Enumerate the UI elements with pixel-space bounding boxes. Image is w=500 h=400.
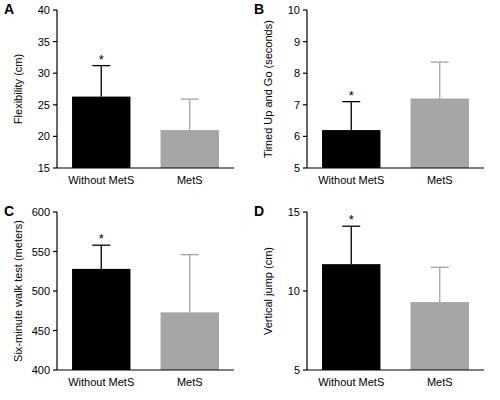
y-tick (303, 9, 307, 10)
y-tick (303, 73, 307, 74)
y-axis-label: Vertical jump (cm) (262, 247, 274, 335)
x-tick-label: Without MetS (318, 174, 384, 186)
panel: A Flexibility (cm) 15 20 25 30 35 40 Without Met… (4, 1, 234, 186)
bar (72, 97, 130, 168)
y-tick-label: 5 (294, 364, 300, 376)
y-tick-label: 500 (32, 285, 50, 297)
y-tick (53, 211, 57, 212)
error-bar (181, 99, 199, 130)
panel-title: C (4, 203, 14, 219)
significance-mark: * (99, 52, 104, 67)
error-bar (431, 267, 449, 302)
panel-title: D (254, 203, 264, 219)
y-axis-label: Flexibility (cm) (12, 54, 24, 124)
plot-area (322, 226, 469, 370)
y-tick-label: 35 (38, 36, 50, 48)
y-tick (303, 369, 307, 370)
y-axis (56, 10, 57, 168)
error-bar (431, 62, 449, 98)
y-tick (53, 290, 57, 291)
y-tick-label: 550 (32, 246, 50, 258)
bar (411, 98, 469, 168)
x-axis (307, 167, 484, 168)
x-tick-label: MetS (427, 376, 453, 388)
y-tick-label: 600 (32, 206, 50, 218)
y-tick (303, 167, 307, 168)
y-tick-label: 9 (294, 36, 300, 48)
significance-mark: * (99, 231, 104, 246)
panel: CSix-minute walk test (meters) 400 450 500 5… (4, 203, 234, 388)
y-tick (303, 290, 307, 291)
y-tick (53, 104, 57, 105)
panel: B Timed Up and Go (seconds) 5 6 7 8 9 10 Without… (254, 1, 484, 186)
y-axis-label: Six-minute walk test (meters) (12, 220, 24, 362)
y-tick-label: 7 (294, 99, 300, 111)
y-tick (53, 369, 57, 370)
x-tick-label: Without MetS (68, 174, 134, 186)
significance-mark: * (349, 88, 354, 103)
y-tick-label: 15 (288, 206, 300, 218)
y-tick (53, 330, 57, 331)
panel-title: B (254, 1, 264, 17)
y-tick-label: 20 (38, 130, 50, 142)
x-tick-label: Without MetS (68, 376, 134, 388)
y-tick-label: 25 (38, 99, 50, 111)
error-bar (342, 102, 360, 130)
y-tick-label: 40 (38, 4, 50, 16)
y-tick (303, 136, 307, 137)
y-tick (303, 104, 307, 105)
y-tick (53, 73, 57, 74)
bar (161, 312, 219, 370)
panel-title: A (4, 1, 14, 17)
plot-area (72, 245, 219, 370)
bar (411, 302, 469, 370)
figure: A Flexibility (cm) 15 20 25 30 35 40 Without Met… (0, 0, 500, 400)
y-tick-label: 15 (38, 162, 50, 174)
error-bar (181, 255, 199, 313)
error-bar (342, 226, 360, 264)
x-axis (307, 369, 484, 370)
panel: D Vertical jump (cm) 5 10 15 Without MetS MetS… (254, 203, 484, 388)
y-tick (303, 211, 307, 212)
error-bar (92, 245, 110, 269)
y-tick-label: 400 (32, 364, 50, 376)
y-axis-label: Timed Up and Go (seconds) (262, 20, 274, 158)
y-tick-label: 10 (288, 285, 300, 297)
x-tick-label: MetS (427, 174, 453, 186)
y-tick-label: 5 (294, 162, 300, 174)
y-tick-label: 6 (294, 130, 300, 142)
y-tick (53, 167, 57, 168)
y-tick (53, 251, 57, 252)
bar (322, 130, 380, 168)
y-tick (53, 9, 57, 10)
x-tick-label: Without MetS (318, 376, 384, 388)
y-tick-label: 10 (288, 4, 300, 16)
bar (322, 264, 380, 370)
x-axis (57, 369, 234, 370)
y-tick-label: 8 (294, 67, 300, 79)
y-axis (306, 10, 307, 168)
x-tick-label: MetS (177, 174, 203, 186)
bar (161, 130, 219, 168)
y-tick (303, 41, 307, 42)
y-tick (53, 41, 57, 42)
significance-mark: * (349, 212, 354, 227)
bar (72, 269, 130, 370)
plot-area (72, 66, 219, 168)
x-tick-label: MetS (177, 376, 203, 388)
y-tick-label: 30 (38, 67, 50, 79)
plot-area (322, 62, 469, 168)
y-tick (53, 136, 57, 137)
x-axis (57, 167, 234, 168)
y-tick-label: 450 (32, 325, 50, 337)
error-bar (92, 66, 110, 97)
